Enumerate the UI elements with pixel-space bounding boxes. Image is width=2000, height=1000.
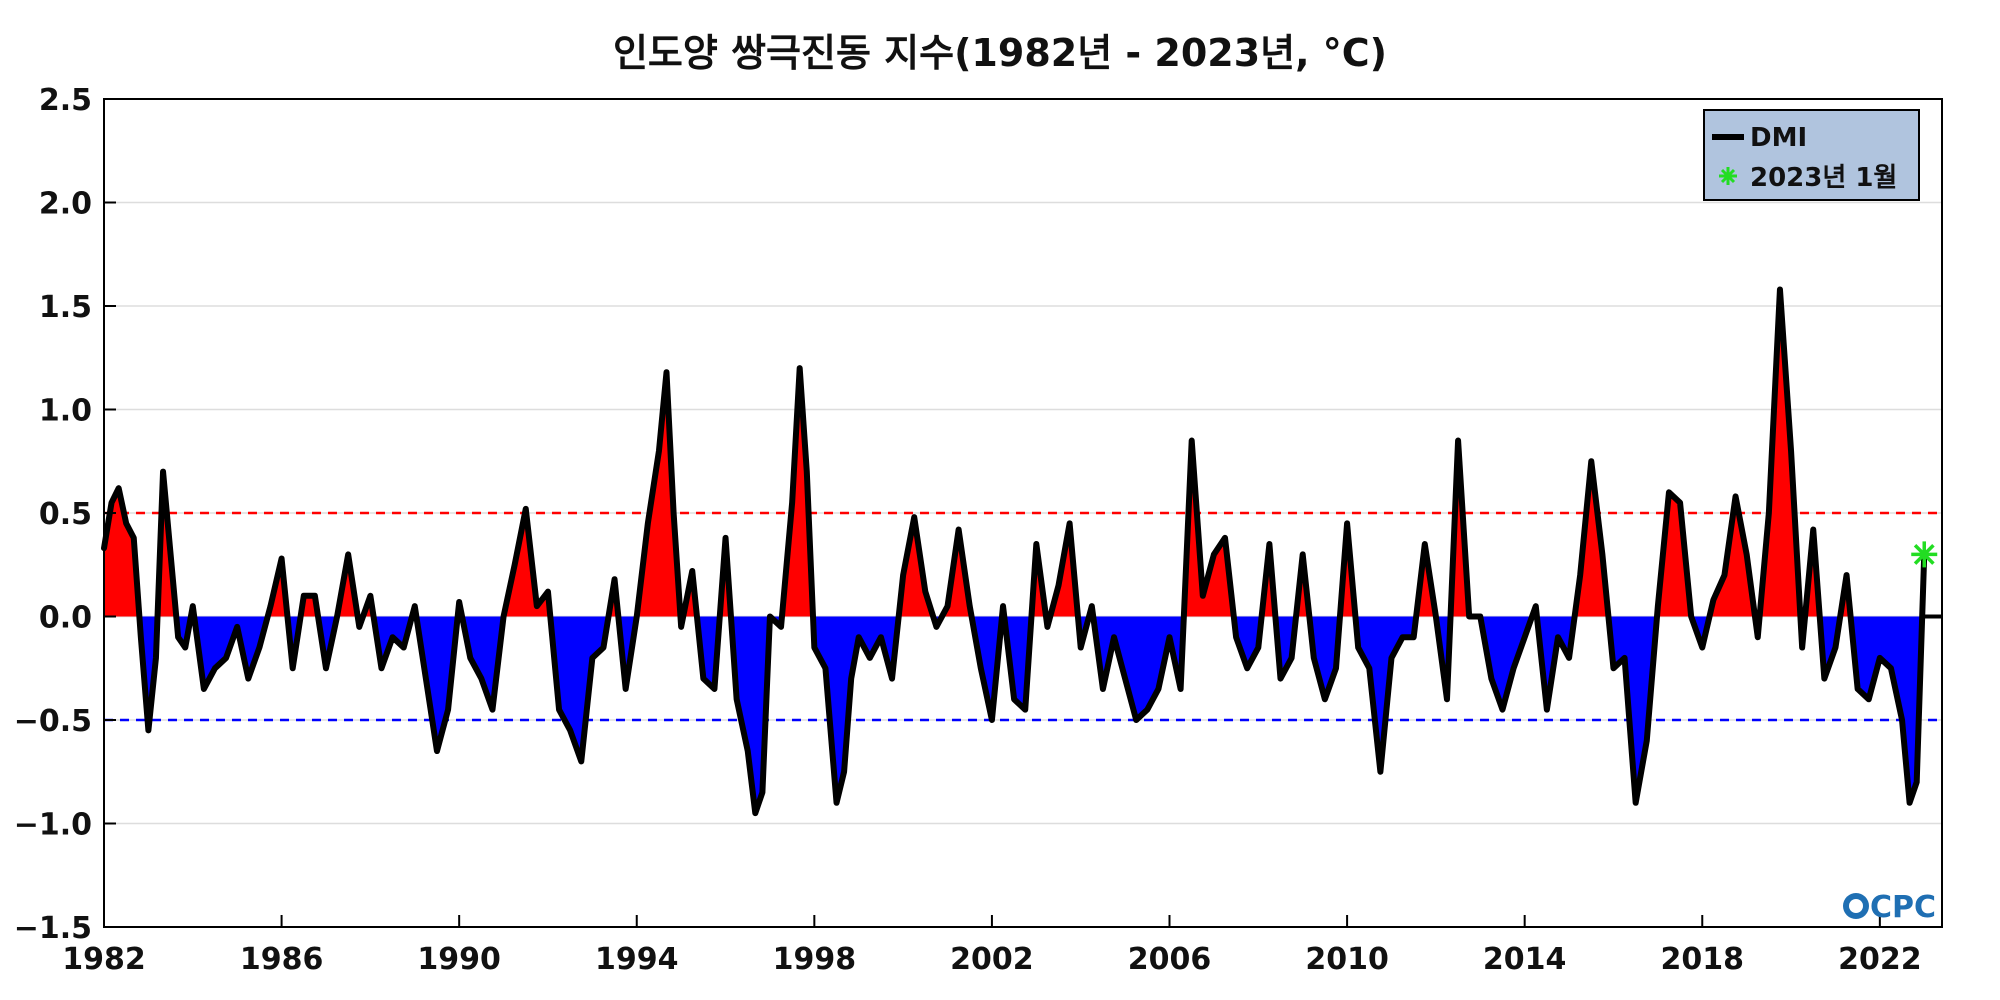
x-tick-label: 1982	[62, 942, 146, 977]
x-tick-label: 2006	[1128, 942, 1212, 977]
axes: −1.5 −1.0 −0.5 0.0 0.5 1.0 1.5 2.0 2.5 1982 1986 19…	[14, 83, 1943, 977]
x-tick-label: 2014	[1483, 942, 1567, 977]
x-tick-label: 2018	[1661, 942, 1745, 977]
y-tick-label: 2.5	[39, 83, 92, 118]
y-tick-label: 0.5	[39, 497, 92, 532]
y-tick-label: 1.0	[39, 394, 92, 429]
svg-text:CPC: CPC	[1870, 890, 1936, 925]
chart-title: 인도양 쌍극진동 지수(1982년 - 2023년, °C)	[613, 31, 1387, 75]
negative-area	[139, 616, 1923, 814]
x-tick-label: 1986	[240, 942, 324, 977]
threshold-lines	[104, 511, 1942, 722]
dmi-line	[101, 286, 1928, 817]
x-tick-label: 2002	[950, 942, 1034, 977]
x-tick-label: 2022	[1838, 942, 1922, 977]
y-tick-label: 2.0	[39, 187, 92, 222]
x-tick-label: 2010	[1305, 942, 1389, 977]
x-tick-label: 1990	[417, 942, 501, 977]
cpc-logo: CPC	[1843, 890, 1936, 925]
y-tick-label: −1.0	[14, 808, 92, 843]
star-stroke	[1913, 543, 1935, 565]
legend-box	[1703, 109, 1920, 201]
y-tick-label: 1.5	[39, 290, 92, 325]
legend-label-highlight: 2023년 1월	[1750, 163, 1897, 193]
x-tick-label: 1998	[773, 942, 857, 977]
y-tick-label: −0.5	[14, 704, 92, 739]
legend-star-icon	[1719, 167, 1737, 185]
x-tick-label: 1994	[595, 942, 679, 977]
highlight-marker	[1911, 541, 1938, 568]
legend: DMI 2023년 1월	[1703, 109, 1920, 201]
dmi-series-line	[101, 286, 1942, 817]
dmi-area-fill	[104, 289, 1925, 814]
y-tick-label: −1.5	[14, 911, 92, 946]
positive-area	[104, 289, 1925, 617]
highlight-star-icon	[1911, 541, 1938, 568]
legend-label-dmi: DMI	[1750, 123, 1807, 153]
y-tick-label: 0.0	[39, 601, 92, 636]
